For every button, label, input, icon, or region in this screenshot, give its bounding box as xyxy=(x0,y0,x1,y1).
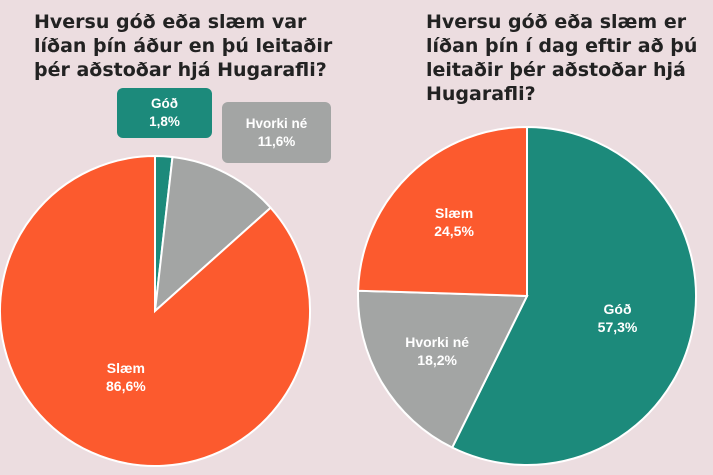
callout-neither-label: Hvorki né xyxy=(245,115,308,131)
chart-title-after: Hversu góð eða slæm er líðan þín í dag e… xyxy=(426,11,698,105)
after-slice-3-value: 24,5% xyxy=(434,223,474,239)
after-slice-1-value: 57,3% xyxy=(598,319,638,335)
after-slice-1 xyxy=(450,125,697,466)
after-slice-2-value: 18,2% xyxy=(417,352,457,368)
callout-neither-value: 11,6% xyxy=(257,133,296,149)
before-slice-2 xyxy=(153,155,273,314)
before-slice-3 xyxy=(0,154,311,467)
chart-title-before: Hversu góð eða slæm var líðan þín áður e… xyxy=(34,11,333,81)
callout-good-label: Góð xyxy=(151,96,178,111)
after-slice-1-label: Góð xyxy=(604,301,632,317)
pie-chart-before: Slæm 86,6% xyxy=(0,154,311,467)
before-slice-3-label: Slæm xyxy=(107,360,145,376)
before-slice-3-value: 86,6% xyxy=(106,378,146,394)
callout-neither-before: Hvorki né 11,6% xyxy=(222,102,331,163)
pie-chart-after: Góð 57,3% Hvorki né 18,2% Slæm 24,5% xyxy=(357,125,697,466)
after-slice-2-label: Hvorki né xyxy=(405,334,469,350)
callout-good-before: Góð 1,8% xyxy=(117,88,212,138)
callout-good-value: 1,8% xyxy=(149,114,180,129)
after-slice-3-label: Slæm xyxy=(435,205,473,221)
after-slice-3 xyxy=(357,125,528,298)
after-slice-2 xyxy=(357,289,529,449)
